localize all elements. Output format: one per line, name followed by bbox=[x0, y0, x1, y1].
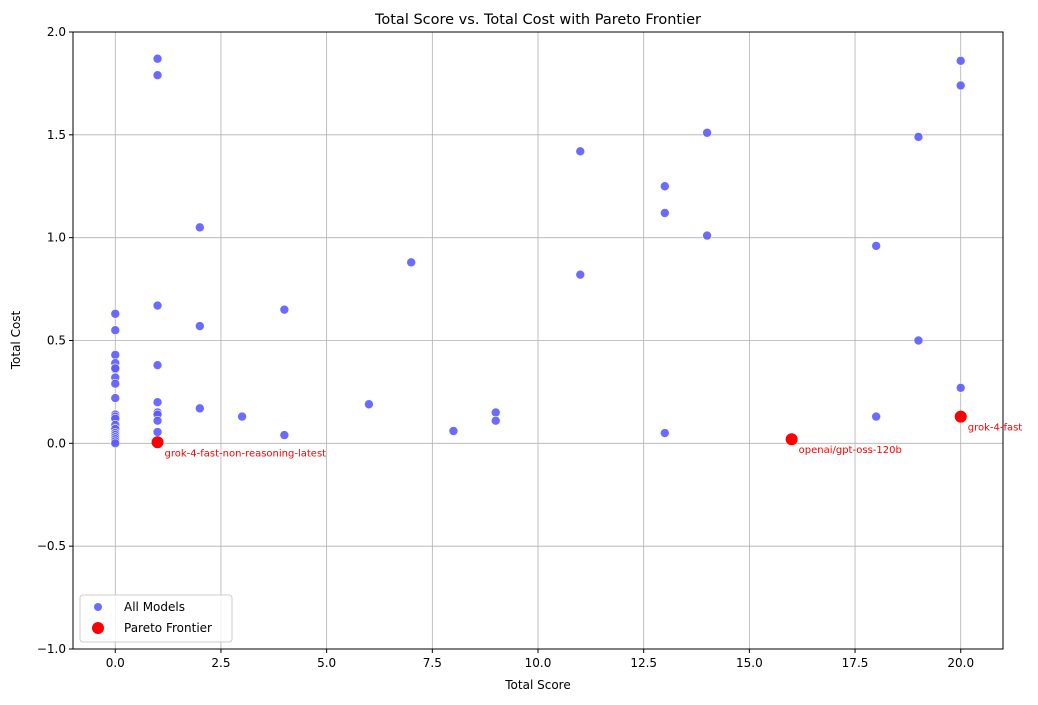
x-tick-label: 7.5 bbox=[423, 656, 442, 670]
data-point-all-models bbox=[660, 181, 670, 192]
legend-marker-pareto bbox=[92, 622, 104, 634]
data-point-all-models bbox=[195, 403, 205, 414]
data-point-all-models bbox=[110, 325, 121, 336]
y-tick-label: 1.0 bbox=[47, 231, 66, 245]
y-tick-label: 0.0 bbox=[47, 436, 66, 450]
legend: All Models Pareto Frontier bbox=[79, 594, 233, 643]
data-point-pareto bbox=[785, 433, 798, 446]
data-point-pareto bbox=[954, 410, 967, 423]
pareto-label: openai/gpt-oss-120b bbox=[799, 445, 902, 456]
data-point-all-models bbox=[110, 350, 121, 360]
data-point-all-models bbox=[871, 411, 881, 422]
x-tick-label: 2.5 bbox=[211, 656, 230, 670]
x-tick-label: 20.0 bbox=[947, 656, 974, 670]
legend-label-all-models: All Models bbox=[124, 600, 185, 614]
pareto-label: grok-4-fast-non-reasoning-latest bbox=[165, 448, 327, 459]
data-point-all-models bbox=[279, 430, 290, 440]
data-point-all-models bbox=[575, 146, 586, 157]
data-point-all-models bbox=[955, 80, 966, 91]
data-point-all-models bbox=[955, 55, 966, 66]
x-tick-label: 15.0 bbox=[736, 656, 763, 670]
data-point-all-models bbox=[702, 127, 712, 138]
data-point-all-models bbox=[152, 300, 163, 311]
data-point-all-models bbox=[152, 53, 163, 64]
y-tick-label: 2.0 bbox=[47, 25, 66, 39]
y-tick-label: 0.5 bbox=[47, 334, 66, 348]
y-tick-label: 1.5 bbox=[47, 128, 66, 142]
x-tick-label: 5.0 bbox=[317, 656, 336, 670]
data-points: grok-4-fast-non-reasoning-latest openai/g… bbox=[110, 53, 1023, 459]
legend-label-pareto: Pareto Frontier bbox=[124, 621, 212, 635]
x-tick-label: 12.5 bbox=[630, 656, 657, 670]
data-point-all-models bbox=[913, 335, 924, 346]
data-point-all-models bbox=[279, 304, 290, 315]
data-point-all-models bbox=[110, 438, 121, 449]
data-point-all-models bbox=[490, 407, 501, 418]
data-point-all-models bbox=[152, 427, 163, 437]
data-point-all-models bbox=[152, 70, 163, 80]
data-point-all-models bbox=[955, 383, 966, 393]
pareto-label: grok-4-fast bbox=[968, 423, 1023, 434]
data-point-all-models bbox=[660, 208, 670, 218]
legend-marker-all-models bbox=[94, 603, 102, 611]
y-tick-label: −0.5 bbox=[37, 539, 66, 553]
data-point-all-models bbox=[195, 222, 205, 233]
y-tick-label: −1.0 bbox=[37, 642, 66, 656]
data-point-all-models bbox=[364, 399, 374, 410]
x-axis-label: Total Score bbox=[504, 678, 570, 692]
data-point-all-models bbox=[110, 308, 121, 319]
data-point-all-models bbox=[913, 132, 924, 142]
data-point-all-models bbox=[702, 230, 712, 241]
data-point-all-models bbox=[110, 393, 121, 403]
x-tick-label: 17.5 bbox=[842, 656, 869, 670]
x-tick-label: 10.0 bbox=[525, 656, 552, 670]
chart-title: Total Score vs. Total Cost with Pareto F… bbox=[374, 12, 701, 28]
y-axis-label: Total Cost bbox=[9, 310, 23, 370]
data-point-all-models bbox=[110, 363, 121, 374]
data-point-all-models bbox=[575, 269, 586, 280]
data-point-all-models bbox=[448, 426, 459, 436]
data-point-all-models bbox=[110, 378, 121, 389]
data-point-all-models bbox=[152, 415, 163, 426]
data-point-all-models bbox=[871, 241, 881, 251]
data-point-all-models bbox=[195, 321, 205, 331]
data-point-all-models bbox=[490, 415, 501, 426]
data-point-all-models bbox=[237, 411, 247, 422]
data-point-pareto bbox=[151, 436, 164, 449]
data-point-all-models bbox=[406, 257, 416, 268]
x-tick-label: 0.0 bbox=[106, 656, 125, 670]
data-point-all-models bbox=[660, 428, 670, 438]
axis-ticks: 0.0 2.5 5.0 7.5 10.0 12.5 15.0 17.5 20.0 −1.0 −0.5… bbox=[37, 25, 974, 670]
grid bbox=[73, 31, 1003, 650]
data-point-all-models bbox=[152, 397, 163, 408]
data-point-all-models bbox=[152, 360, 163, 370]
